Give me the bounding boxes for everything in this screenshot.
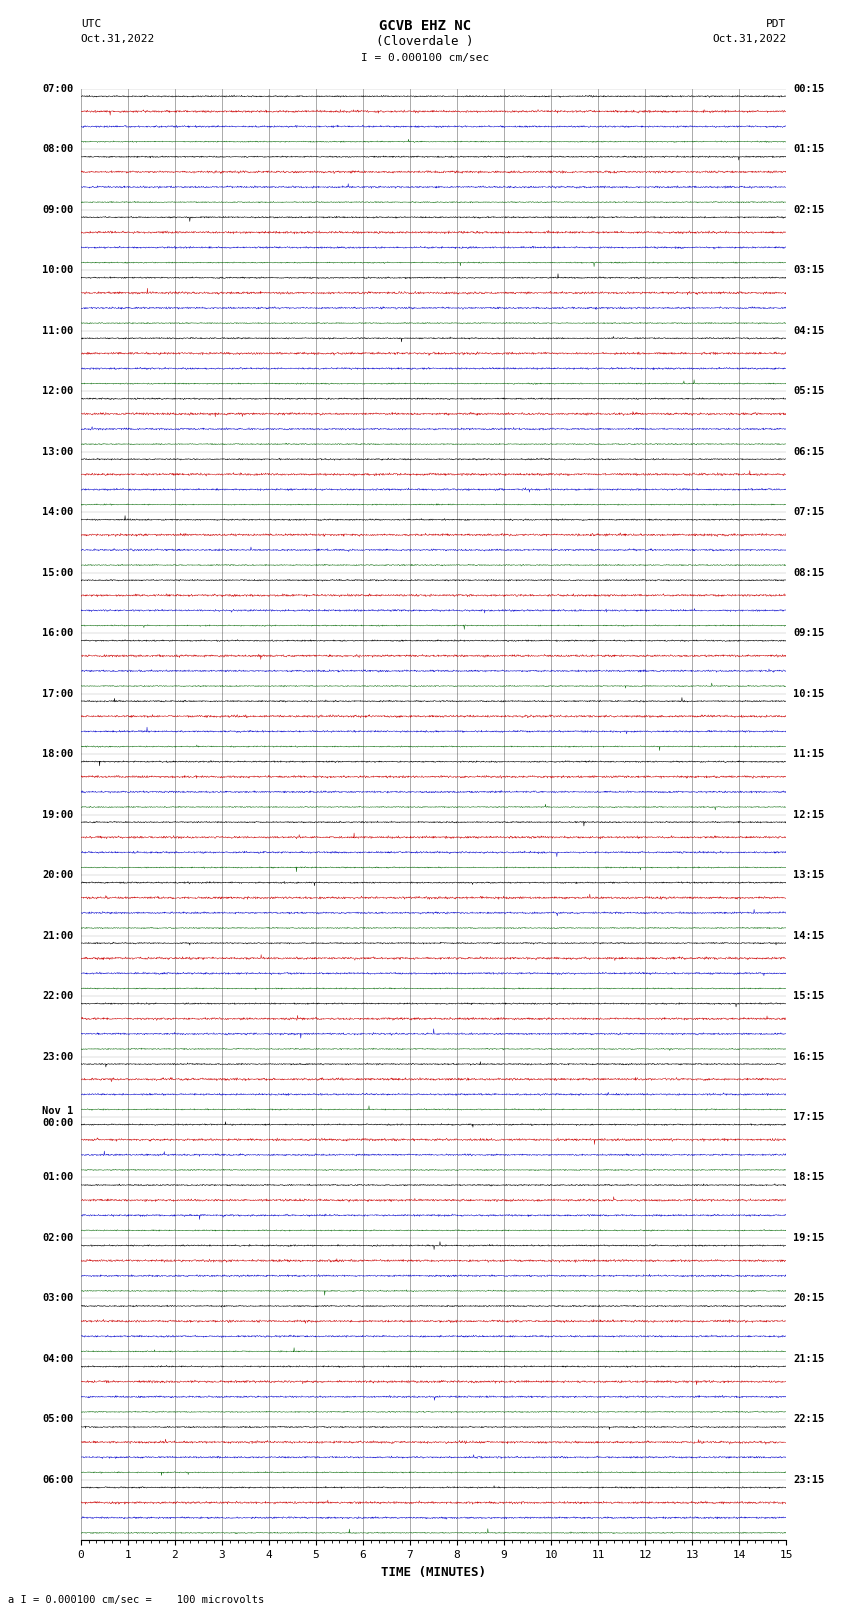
Text: 10:00: 10:00 bbox=[42, 265, 74, 276]
Text: 21:15: 21:15 bbox=[793, 1353, 824, 1365]
Text: a I = 0.000100 cm/sec =    100 microvolts: a I = 0.000100 cm/sec = 100 microvolts bbox=[8, 1595, 264, 1605]
Text: 10:15: 10:15 bbox=[793, 689, 824, 698]
Text: 14:00: 14:00 bbox=[42, 506, 74, 518]
Text: 17:00: 17:00 bbox=[42, 689, 74, 698]
Text: 23:15: 23:15 bbox=[793, 1474, 824, 1486]
Text: 01:00: 01:00 bbox=[42, 1173, 74, 1182]
Text: 03:15: 03:15 bbox=[793, 265, 824, 276]
Text: 02:00: 02:00 bbox=[42, 1232, 74, 1244]
Text: 05:00: 05:00 bbox=[42, 1415, 74, 1424]
X-axis label: TIME (MINUTES): TIME (MINUTES) bbox=[381, 1566, 486, 1579]
Text: 22:15: 22:15 bbox=[793, 1415, 824, 1424]
Text: 09:00: 09:00 bbox=[42, 205, 74, 215]
Text: 17:15: 17:15 bbox=[793, 1111, 824, 1123]
Text: 20:00: 20:00 bbox=[42, 869, 74, 881]
Text: 23:00: 23:00 bbox=[42, 1052, 74, 1061]
Text: 15:15: 15:15 bbox=[793, 990, 824, 1002]
Text: I = 0.000100 cm/sec: I = 0.000100 cm/sec bbox=[361, 53, 489, 63]
Text: 01:15: 01:15 bbox=[793, 144, 824, 155]
Text: Oct.31,2022: Oct.31,2022 bbox=[712, 34, 786, 44]
Text: 18:15: 18:15 bbox=[793, 1173, 824, 1182]
Text: 16:15: 16:15 bbox=[793, 1052, 824, 1061]
Text: 22:00: 22:00 bbox=[42, 990, 74, 1002]
Text: 11:15: 11:15 bbox=[793, 748, 824, 760]
Text: 04:15: 04:15 bbox=[793, 326, 824, 336]
Text: 08:15: 08:15 bbox=[793, 568, 824, 577]
Text: (Cloverdale ): (Cloverdale ) bbox=[377, 35, 473, 48]
Text: 04:00: 04:00 bbox=[42, 1353, 74, 1365]
Text: GCVB EHZ NC: GCVB EHZ NC bbox=[379, 19, 471, 34]
Text: 08:00: 08:00 bbox=[42, 144, 74, 155]
Text: 07:00: 07:00 bbox=[42, 84, 74, 94]
Text: 05:15: 05:15 bbox=[793, 386, 824, 397]
Text: 19:00: 19:00 bbox=[42, 810, 74, 819]
Text: 19:15: 19:15 bbox=[793, 1232, 824, 1244]
Text: PDT: PDT bbox=[766, 19, 786, 29]
Text: 12:00: 12:00 bbox=[42, 386, 74, 397]
Text: 21:00: 21:00 bbox=[42, 931, 74, 940]
Text: 06:00: 06:00 bbox=[42, 1474, 74, 1486]
Text: 07:15: 07:15 bbox=[793, 506, 824, 518]
Text: 06:15: 06:15 bbox=[793, 447, 824, 456]
Text: 15:00: 15:00 bbox=[42, 568, 74, 577]
Text: 09:15: 09:15 bbox=[793, 627, 824, 639]
Text: 13:15: 13:15 bbox=[793, 869, 824, 881]
Text: 18:00: 18:00 bbox=[42, 748, 74, 760]
Text: UTC: UTC bbox=[81, 19, 101, 29]
Text: 16:00: 16:00 bbox=[42, 627, 74, 639]
Text: 11:00: 11:00 bbox=[42, 326, 74, 336]
Text: 20:15: 20:15 bbox=[793, 1294, 824, 1303]
Text: Nov 1
00:00: Nov 1 00:00 bbox=[42, 1107, 74, 1127]
Text: 14:15: 14:15 bbox=[793, 931, 824, 940]
Text: 00:15: 00:15 bbox=[793, 84, 824, 94]
Text: 03:00: 03:00 bbox=[42, 1294, 74, 1303]
Text: Oct.31,2022: Oct.31,2022 bbox=[81, 34, 155, 44]
Text: 13:00: 13:00 bbox=[42, 447, 74, 456]
Text: 12:15: 12:15 bbox=[793, 810, 824, 819]
Text: 02:15: 02:15 bbox=[793, 205, 824, 215]
